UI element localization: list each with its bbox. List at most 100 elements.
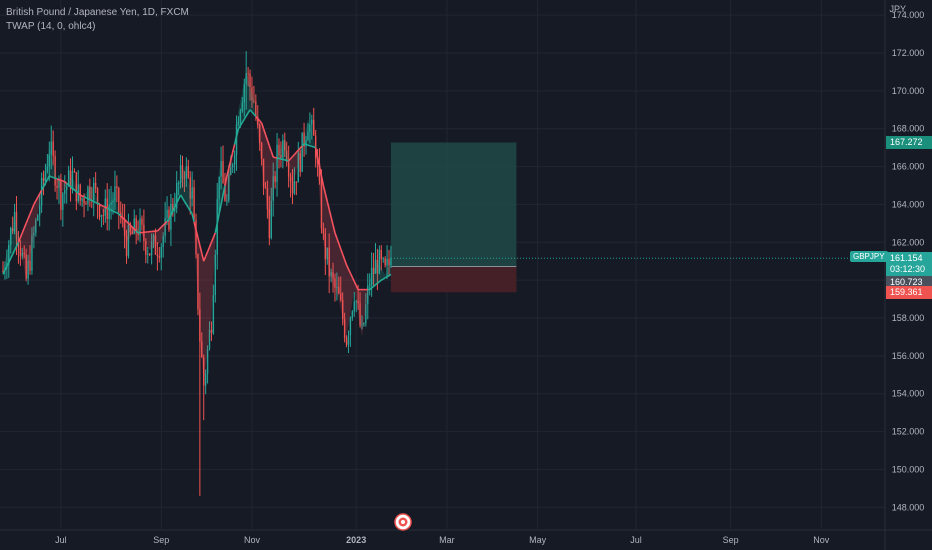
twap-fill — [116, 202, 119, 214]
twap-fill — [147, 231, 150, 250]
candle-body — [23, 252, 25, 255]
twap-fill — [327, 201, 330, 271]
candle-body — [233, 154, 236, 165]
twap-fill — [213, 232, 216, 281]
twap-segment — [228, 160, 232, 169]
twap-segment — [56, 178, 60, 181]
twap-segment — [380, 278, 384, 281]
twap-segment — [95, 201, 98, 205]
twap-segment — [23, 223, 27, 229]
candle-body — [338, 286, 340, 294]
candle-body — [46, 166, 49, 172]
twap-segment — [31, 204, 35, 210]
position-zones[interactable] — [390, 142, 885, 293]
candle-body — [264, 187, 267, 189]
candle-body — [145, 241, 147, 255]
twap-fill — [267, 140, 270, 224]
twap-fill — [300, 145, 303, 158]
candle-body — [376, 259, 379, 274]
candle-body — [75, 172, 78, 202]
candle-body — [203, 357, 205, 386]
candle-body — [324, 233, 327, 260]
twap-segment — [6, 262, 10, 267]
twap-fill — [282, 138, 285, 160]
target-price-tag: 167.272 — [886, 136, 932, 150]
twap-fill — [333, 224, 335, 290]
candle-body — [380, 249, 382, 260]
twap-segment — [339, 248, 344, 255]
twap-fill — [49, 147, 52, 177]
candle-body — [343, 318, 346, 339]
time-tick-label: Mar — [439, 535, 455, 545]
indicator-title[interactable]: TWAP (14, 0, ohlc4) — [6, 21, 96, 32]
price-tick-label: 174.000 — [892, 10, 925, 20]
twap-fill — [331, 217, 334, 285]
twap-fill — [184, 166, 187, 205]
twap-segment — [257, 118, 261, 122]
twap-segment — [386, 274, 390, 278]
twap-fill — [275, 157, 278, 174]
twap-fill — [155, 230, 158, 247]
candle-body — [293, 181, 296, 194]
twap-segment — [220, 194, 224, 205]
time-axis[interactable]: Jul Sep Nov 2023 Mar May Jul Sep Nov — [55, 535, 830, 545]
twap-fill — [354, 281, 357, 302]
symbol-title[interactable]: British Pound / Japanese Yen, 1D, FXCM — [6, 7, 189, 18]
twap-segment — [133, 228, 137, 232]
price-axis[interactable]: 148.000 150.000 152.000 154.000 156.000 158.0… — [892, 10, 925, 512]
candle-body — [206, 349, 209, 374]
twap-fill — [159, 227, 162, 244]
candle-body — [218, 176, 220, 200]
twap-fill — [47, 147, 50, 180]
candle-body — [280, 154, 282, 158]
candle-body — [274, 176, 276, 182]
twap-fill — [28, 213, 31, 270]
price-tick-label: 158.000 — [892, 313, 925, 323]
candle-body — [54, 155, 56, 186]
candle-body — [230, 167, 232, 176]
twap-segment — [46, 175, 51, 180]
candle-body — [147, 253, 149, 255]
twap-segment — [320, 175, 325, 186]
tradingview-logo-icon[interactable] — [394, 513, 412, 531]
candle-body — [193, 187, 195, 220]
twap-segment — [116, 212, 120, 215]
twap-fill — [244, 71, 247, 120]
twap-fill — [201, 253, 204, 385]
twap-fill — [379, 264, 382, 282]
twap-fill — [95, 194, 98, 204]
last-price-value: 161.154 — [890, 253, 923, 264]
twap-segment — [293, 151, 297, 156]
candle-body — [56, 185, 58, 188]
candle-body — [262, 158, 265, 188]
candle-body — [245, 73, 247, 85]
twap-fill — [62, 181, 65, 192]
candle-body — [137, 233, 139, 236]
twap-segment — [371, 285, 375, 289]
twap-segment — [42, 182, 47, 188]
twap-segment — [343, 259, 348, 266]
twap-fill — [41, 180, 44, 192]
candle-body — [291, 181, 294, 194]
price-tick-label: 166.000 — [892, 162, 925, 172]
twap-segment — [21, 227, 25, 234]
candle-body — [266, 188, 269, 210]
time-tick-label: Nov — [813, 535, 830, 545]
twap-fill — [226, 168, 229, 205]
candle-body — [162, 236, 164, 247]
candle-body — [10, 228, 12, 245]
candle-body — [21, 252, 23, 257]
candle-body — [29, 260, 31, 271]
twap-fill — [122, 217, 125, 235]
twap-fill — [340, 248, 343, 318]
twap-segment — [305, 143, 309, 146]
price-tick-label: 148.000 — [892, 502, 925, 512]
candle-body — [334, 278, 336, 288]
twap-segment — [108, 208, 112, 211]
candle-body — [386, 258, 388, 266]
candle-body — [305, 140, 307, 147]
twap-segment — [195, 229, 199, 238]
twap-fill — [26, 218, 29, 281]
twap-segment — [318, 166, 323, 177]
